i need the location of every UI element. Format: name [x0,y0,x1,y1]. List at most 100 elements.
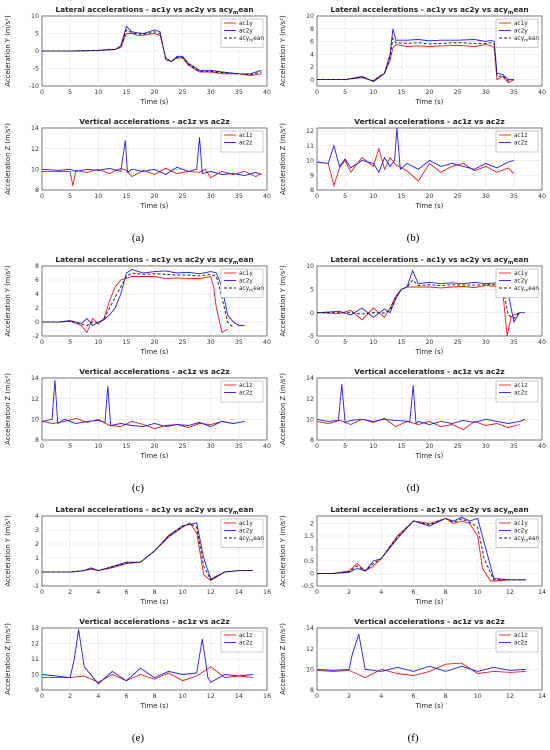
x-tick-label: 8 [152,693,156,700]
x-tick-label: 4 [379,589,383,596]
series-ac2y [317,516,526,581]
x-tick-label: 2 [68,589,72,596]
legend-box [220,130,264,153]
x-tick-label: 8 [444,693,448,700]
x-tick-label: 6 [124,589,128,596]
x-tick-label: 10 [369,89,377,96]
x-axis-label: Time (s) [415,452,444,460]
y-tick-label: 0 [35,319,39,326]
y-axis-label: Acceleration Y (m/s²) [279,15,287,87]
legend-label: ac1y [239,271,253,277]
y-tick-label: 0 [310,310,314,317]
x-tick-label: 40 [538,339,546,346]
x-tick-label: 25 [179,193,187,200]
legend-label: acymean [239,536,264,543]
vertical-chart-4: 0 2 4 6 8 10 12 14 16 9 10 11 12 13 Vertical accelerat… [4,617,271,710]
legend-label: ac1y [239,521,253,527]
series-ac1z [41,417,234,430]
legend-label: ac2y [514,29,528,35]
lateral-chart-0: 0 5 10 15 20 25 30 35 40 -10 -5 0 5 10 Lateral acceler… [4,5,271,106]
legend-label: ac2y [239,529,253,535]
legend-box [495,18,539,48]
y-tick-label: 12 [31,146,39,153]
y-tick-label: 6 [310,39,314,46]
vertical-chart-2: 0 5 10 15 20 25 30 35 40 8 10 12 14 Vertical accelera… [4,367,271,460]
x-tick-label: 15 [397,443,405,450]
series-ac1y [42,275,228,334]
x-tick-label: 10 [369,339,377,346]
x-axis-label: Time (s) [140,598,169,606]
y-tick-label: 3 [35,527,39,534]
x-tick-label: 10 [369,443,377,450]
x-tick-label: 40 [263,89,271,96]
y-tick-label: 12 [31,396,39,403]
y-tick-label: 12 [306,646,314,653]
x-tick-label: 0 [315,693,319,700]
y-tick-label: -1 [33,583,39,590]
lateral-title: Lateral accelerations - ac1y vs ac2y vs … [330,255,528,266]
x-tick-label: 25 [454,339,462,346]
series-ac1y [42,522,253,581]
panel-label: (d) [406,482,420,494]
legend: ac1z ac2z [495,130,539,153]
y-axis-label: Acceleration Y (m/s²) [279,515,287,587]
y-tick-label: -5 [33,66,39,73]
x-tick-label: 25 [179,89,187,96]
y-tick-label: 8 [310,187,314,194]
legend-label: ac1z [514,133,527,139]
x-tick-label: 0 [315,589,319,596]
x-tick-label: 4 [96,589,100,596]
y-axis-label: Acceleration Y (m/s²) [279,265,287,337]
y-tick-label: 0 [35,569,39,576]
x-axis-label: Time (s) [415,98,444,106]
legend-label: ac2z [239,641,252,647]
x-tick-label: 40 [263,193,271,200]
y-axis-label: Acceleration Z (m/s²) [4,623,12,695]
x-tick-label: 12 [207,693,215,700]
x-tick-label: 8 [444,589,448,596]
x-tick-label: 5 [68,193,72,200]
legend-label: ac2y [239,279,253,285]
series-ac2y [42,522,253,580]
series-ac2z [41,137,262,176]
series-ac2y [317,28,514,83]
y-tick-label: 10 [31,167,39,174]
vertical-chart-1: 0 5 10 15 20 25 30 35 40 8 9 10 11 12 Vertical acceler… [279,117,546,210]
panel-label: (a) [131,232,145,244]
y-tick-label: 2 [310,521,314,528]
y-tick-label: -5 [308,333,314,340]
series-acy-mean [317,518,526,581]
x-tick-label: 35 [235,89,243,96]
vertical-title: Vertical accelerations - ac1z vs ac2z [354,617,504,626]
y-tick-label: 2 [35,541,39,548]
legend-label: ac1z [239,383,252,389]
lateral-title: Lateral accelerations - ac1y vs ac2y vs … [330,5,528,16]
panel-label: (f) [407,732,419,744]
lateral-title: Lateral accelerations - ac1y vs ac2y vs … [55,505,253,516]
y-tick-label: 10 [31,672,39,679]
legend-label: ac2y [239,29,253,35]
panel-label: (e) [131,732,145,744]
series-ac1z [316,662,526,679]
y-tick-label: -10 [29,83,39,90]
y-tick-label: -0.5 [302,583,314,590]
legend: ac1z ac2z [495,380,539,403]
y-tick-label: 14 [31,375,39,382]
vertical-title: Vertical accelerations - ac1z vs ac2z [354,117,504,126]
legend-label: acymean [514,36,539,43]
x-tick-label: 10 [179,589,187,596]
x-tick-label: 35 [235,339,243,346]
x-tick-label: 20 [150,193,158,200]
x-tick-label: 35 [510,339,518,346]
vertical-chart-5: 0 2 4 6 8 10 12 14 8 10 12 14 Vertical accelerations… [279,617,546,710]
legend-box [495,268,539,298]
y-axis-label: Acceleration Y (m/s²) [4,265,12,337]
x-tick-label: 5 [68,443,72,450]
legend-label: ac1y [514,521,528,527]
legend-label: acymean [239,36,264,43]
